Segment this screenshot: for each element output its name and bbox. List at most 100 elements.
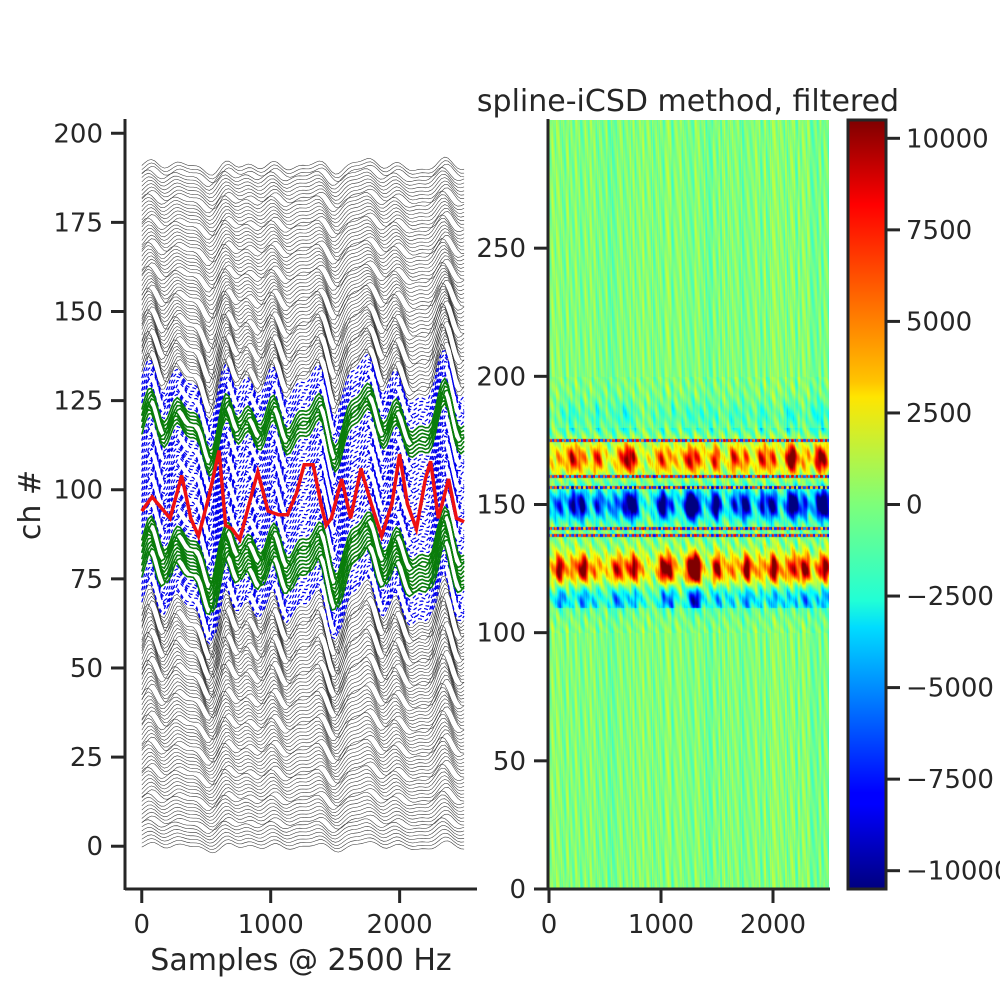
- gray-channel-trace: [141, 595, 465, 661]
- gray-channel-trace: [141, 741, 465, 770]
- gray-channel-trace: [141, 329, 465, 393]
- y-tick-label: 50: [70, 654, 103, 684]
- colorbar-tick-label: −2500: [906, 582, 994, 612]
- gray-channel-trace: [141, 297, 465, 345]
- y-tick-label: 200: [476, 362, 526, 392]
- gray-channel-trace: [141, 832, 465, 847]
- gray-channel-trace: [141, 717, 465, 750]
- gray-channel-trace: [141, 291, 465, 336]
- gray-channel-trace: [141, 211, 465, 237]
- y-tick-label: 50: [493, 747, 526, 777]
- green-channel-trace: [141, 513, 465, 589]
- blue-channel-trace: [141, 410, 465, 485]
- blue-channel-trace: [141, 430, 465, 505]
- green-channel-trace: [141, 526, 465, 602]
- gray-channel-trace: [141, 251, 465, 281]
- blue-channel-trace: [141, 560, 465, 634]
- gray-channel-trace: [141, 790, 465, 811]
- blue-channel-trace: [141, 566, 465, 641]
- gray-channel-trace: [141, 662, 465, 707]
- gray-channel-trace: [141, 778, 465, 802]
- gray-channel-trace: [141, 170, 465, 191]
- gray-channel-trace: [141, 805, 465, 824]
- gray-channel-trace: [141, 221, 465, 248]
- gray-channel-trace: [141, 729, 465, 760]
- gray-channel-trace: [141, 836, 465, 850]
- blue-channel-trace: [141, 452, 465, 527]
- gray-channel-trace: [141, 575, 465, 647]
- blue-channel-trace: [141, 360, 465, 435]
- gray-channel-trace: [141, 323, 465, 384]
- right-plot-title: spline-iCSD method, filtered: [477, 84, 899, 119]
- gray-channel-trace: [141, 187, 465, 210]
- blue-channel-trace: [141, 374, 465, 449]
- green-channel-trace: [141, 541, 465, 616]
- x-tick-label: 1000: [628, 910, 694, 940]
- blue-channel-trace: [141, 460, 465, 535]
- blue-channel-trace: [141, 356, 465, 430]
- green-channel-trace: [141, 510, 465, 585]
- colorbar: 10000 7500 5000 2500 0 −2500 −5000 −7500 −10000: [846, 118, 1000, 891]
- y-tick-label: 150: [476, 491, 526, 521]
- gray-channel-trace: [141, 224, 465, 251]
- gray-channel-trace: [141, 709, 465, 743]
- left-x-ticks: 0 1000 2000: [133, 889, 433, 940]
- gray-channel-trace: [141, 326, 465, 389]
- gray-channel-trace: [141, 207, 465, 233]
- gray-channel-trace: [141, 666, 465, 710]
- gray-channel-trace: [141, 341, 465, 411]
- gray-channel-trace: [141, 194, 465, 218]
- gray-channel-trace: [141, 612, 465, 672]
- gray-channel-trace: [141, 641, 465, 692]
- blue-channel-trace: [141, 427, 465, 502]
- gray-channel-trace: [141, 687, 465, 724]
- gray-channel-trace: [141, 721, 465, 753]
- gray-channel-trace: [141, 698, 465, 734]
- gray-channel-trace: [141, 214, 465, 240]
- gray-channel-trace: [141, 736, 465, 766]
- gray-channel-trace: [141, 294, 465, 340]
- gray-channel-trace: [141, 756, 465, 783]
- gray-channel-trace: [141, 706, 465, 741]
- gray-channel-trace: [141, 245, 465, 274]
- gray-channel-trace: [141, 674, 465, 716]
- left-plot: 0 25 50 75 100 125 150 175 200 0 1000 2000 Samples…: [13, 119, 477, 978]
- green-channel-trace: [141, 505, 465, 580]
- gray-channel-trace: [141, 775, 465, 799]
- channel-traces: [140, 156, 465, 854]
- blue-channel-trace: [141, 464, 465, 538]
- blue-channel-trace: [141, 555, 465, 630]
- colorbar-tick-label: −7500: [906, 765, 994, 795]
- gray-channel-trace: [141, 248, 465, 278]
- gray-channel-trace: [141, 813, 465, 831]
- gray-channel-trace: [141, 204, 465, 229]
- red-channel-trace: [140, 450, 465, 544]
- gray-channel-trace: [141, 241, 465, 271]
- gray-channel-trace: [141, 583, 465, 652]
- gray-channel-trace: [141, 311, 465, 367]
- gray-channel-trace: [141, 658, 465, 704]
- gray-channel-trace: [141, 760, 465, 786]
- green-channel-trace: [141, 391, 465, 466]
- gray-channel-trace: [141, 744, 465, 773]
- colorbar-ticks: 10000 7500 5000 2500 0 −2500 −5000 −7500 −10000: [886, 124, 1000, 887]
- blue-channel-trace: [141, 491, 465, 566]
- gray-channel-trace: [141, 633, 465, 687]
- left-x-axis-label: Samples @ 2500 Hz: [150, 943, 451, 978]
- gray-channel-trace: [141, 238, 465, 266]
- gray-channel-trace: [141, 653, 465, 701]
- gray-channel-trace: [141, 235, 465, 263]
- green-channel-trace: [141, 538, 465, 614]
- green-channel-trace: [141, 396, 465, 471]
- green-channel-trace: [141, 520, 465, 596]
- gray-channel-trace: [141, 714, 465, 747]
- gray-channel-trace: [141, 694, 465, 731]
- gray-channel-trace: [141, 258, 465, 290]
- gray-channel-trace: [141, 798, 465, 818]
- gray-channel-trace: [141, 197, 465, 222]
- blue-channel-trace: [141, 441, 465, 516]
- gray-channel-trace: [141, 282, 465, 323]
- gray-channel-trace: [141, 763, 465, 789]
- green-channel-trace: [141, 530, 465, 605]
- gray-channel-trace: [141, 629, 465, 684]
